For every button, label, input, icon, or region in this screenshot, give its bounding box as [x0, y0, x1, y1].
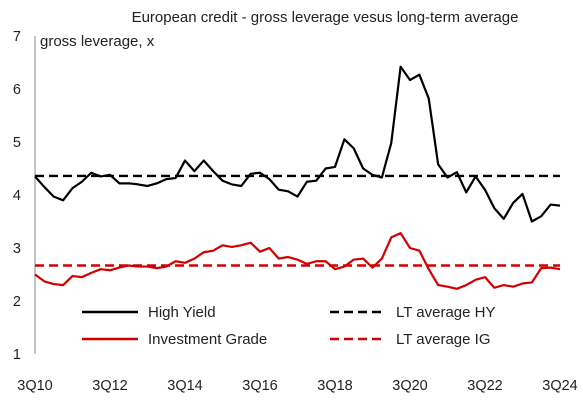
series-line-investment-grade: [34, 232, 561, 290]
y-axis-unit-label: gross leverage, x: [40, 33, 155, 50]
x-tick-label: 3Q10: [17, 378, 52, 394]
x-tick-label: 3Q14: [167, 378, 202, 394]
y-tick-label: 7: [13, 29, 21, 45]
legend-label-high-yield: High Yield: [148, 304, 216, 321]
y-tick-label: 5: [13, 135, 21, 151]
x-tick-label: 3Q12: [92, 378, 127, 394]
series-line-high-yield: [34, 65, 561, 223]
y-tick-label: 6: [13, 82, 21, 98]
y-tick-label: 2: [13, 294, 21, 310]
x-tick-label: 3Q20: [392, 378, 427, 394]
series-layer: [34, 65, 561, 290]
x-tick-label: 3Q16: [242, 378, 277, 394]
x-tick-label: 3Q24: [542, 378, 577, 394]
x-tick-label: 3Q18: [317, 378, 352, 394]
y-axis-ticks: 1 2 3 4 5 6 7: [13, 29, 21, 363]
chart-title: European credit - gross leverage vesus l…: [132, 9, 519, 26]
legend: High Yield LT average HY Investment Grade L…: [82, 304, 496, 348]
legend-label-investment-grade: Investment Grade: [148, 331, 267, 348]
y-tick-label: 1: [13, 347, 21, 363]
legend-label-lt-average-ig: LT average IG: [396, 331, 491, 348]
y-tick-label: 3: [13, 241, 21, 257]
x-tick-label: 3Q22: [467, 378, 502, 394]
y-tick-label: 4: [13, 188, 21, 204]
x-axis-ticks: 3Q10 3Q12 3Q14 3Q16 3Q18 3Q20 3Q22 3Q24: [17, 378, 577, 394]
legend-label-lt-average-hy: LT average HY: [396, 304, 496, 321]
